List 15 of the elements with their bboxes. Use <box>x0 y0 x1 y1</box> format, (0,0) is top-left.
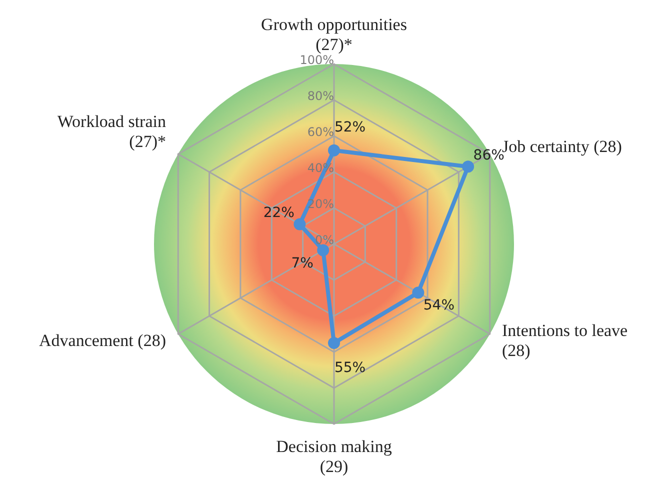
y-tick-label: 100% <box>300 53 334 67</box>
spoke-label: Advancement (28) <box>39 331 166 350</box>
spoke-label: Workload strain (27)* <box>57 112 166 151</box>
y-tick-label: 60% <box>307 125 334 139</box>
spoke-label: Growth opportunities (27)* <box>261 15 407 54</box>
spoke-label: Job certainty (28) <box>502 137 622 156</box>
data-label: 7% <box>291 255 314 272</box>
data-label: 55% <box>334 360 366 376</box>
spoke-label: Intentions to leave (28) <box>502 321 628 360</box>
spoke-label: Decision making (29) <box>276 437 392 476</box>
data-label: 52% <box>334 119 366 136</box>
data-label: 22% <box>263 205 294 222</box>
y-tick-label: 80% <box>307 89 334 103</box>
data-label: 86% <box>473 148 504 164</box>
data-label: 54% <box>423 298 455 314</box>
